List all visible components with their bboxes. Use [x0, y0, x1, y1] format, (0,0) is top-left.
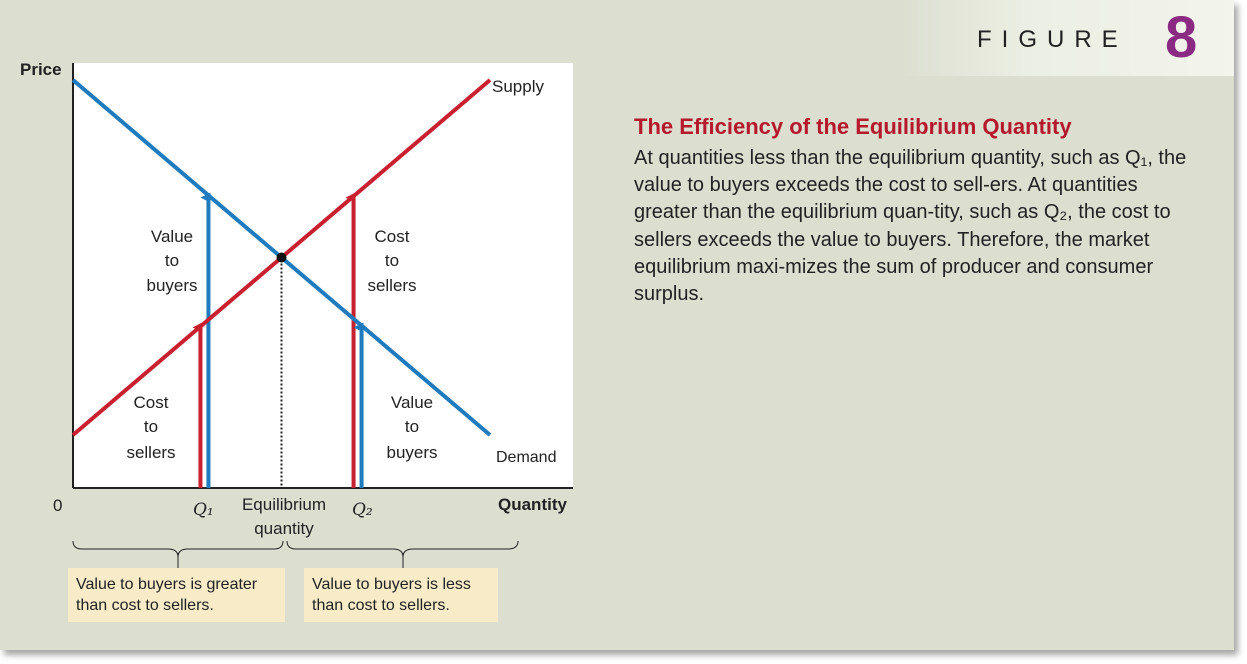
supply-label: Supply — [492, 77, 544, 96]
cost-to-sellers-left-1: Cost — [134, 393, 169, 412]
left-brace — [72, 540, 284, 558]
caption-title: The Efficiency of the Equilibrium Quanti… — [634, 114, 1072, 139]
equilibrium-tick-label-2: quantity — [254, 519, 314, 538]
figure-number: 8 — [1165, 5, 1198, 70]
value-to-buyers-right-1: Value — [391, 393, 433, 412]
value-to-buyers-left-2: to — [165, 251, 179, 270]
value-to-buyers-left-1: Value — [151, 227, 193, 246]
cost-to-sellers-right-2: to — [385, 251, 399, 270]
note-left: Value to buyers is greater than cost to … — [68, 568, 285, 622]
figure-header-band — [900, 0, 1234, 76]
value-to-buyers-left-3: buyers — [146, 276, 197, 295]
figure-word: FIGURE — [977, 26, 1128, 53]
equilibrium-point — [276, 252, 287, 263]
equilibrium-tick-label: Equilibrium — [242, 495, 326, 514]
q2-tick-label: Q₂ — [352, 500, 373, 520]
plot-area — [73, 63, 573, 488]
note-right: Value to buyers is less than cost to sel… — [304, 568, 498, 622]
q1-tick-label: Q₁ — [193, 500, 214, 520]
cost-to-sellers-right-3: sellers — [367, 276, 416, 295]
x-axis-label: Quantity — [498, 495, 567, 514]
value-to-buyers-right-2: to — [405, 417, 419, 436]
y-axis-label: Price — [20, 60, 62, 79]
cost-to-sellers-right-1: Cost — [375, 227, 410, 246]
cost-to-sellers-left-2: to — [144, 417, 158, 436]
right-brace — [286, 540, 519, 558]
origin-label: 0 — [53, 496, 62, 515]
value-to-buyers-right-3: buyers — [386, 443, 437, 462]
cost-to-sellers-left-3: sellers — [126, 443, 175, 462]
demand-label: Demand — [496, 449, 556, 466]
caption-body: At quantities less than the equilibrium … — [634, 147, 1187, 306]
